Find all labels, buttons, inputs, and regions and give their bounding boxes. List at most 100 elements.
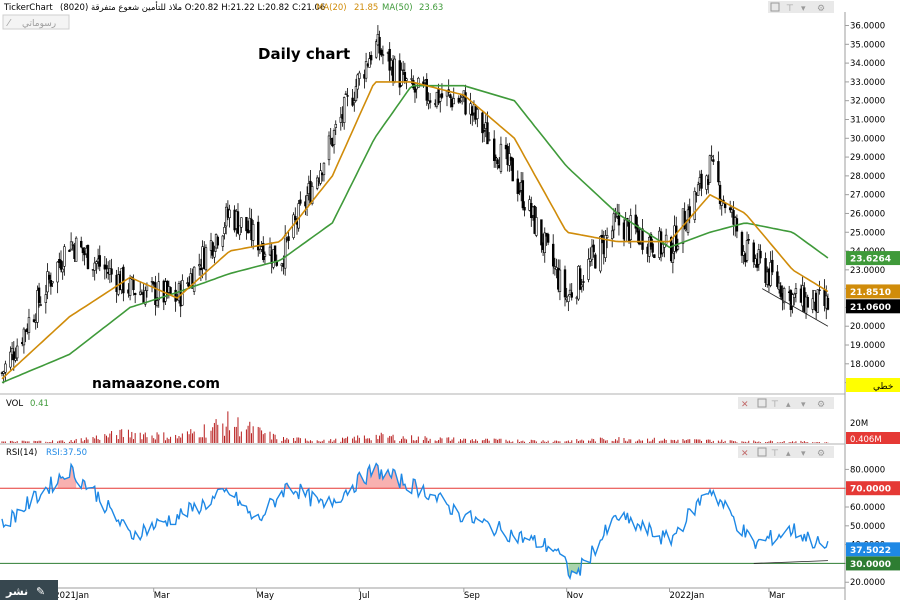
candle-body bbox=[634, 214, 637, 229]
candle-body bbox=[776, 271, 779, 287]
maximize-icon[interactable] bbox=[757, 447, 767, 457]
price-axis-tick-label: 19.0000 bbox=[850, 341, 885, 351]
candle-body bbox=[15, 345, 19, 359]
candle-body bbox=[144, 290, 147, 305]
pin-icon[interactable]: ⊤ bbox=[771, 449, 779, 459]
volume-value: 0.41 bbox=[30, 399, 49, 409]
move-down-icon[interactable]: ▾ bbox=[801, 400, 806, 410]
candle-body bbox=[44, 294, 48, 303]
maximize-icon[interactable] bbox=[757, 398, 767, 408]
candle-body bbox=[543, 232, 546, 253]
watermark-text: namaazone.com bbox=[92, 376, 220, 392]
move-down-icon[interactable]: ▾ bbox=[801, 4, 806, 14]
rsi-line bbox=[1, 462, 829, 581]
candle-body bbox=[310, 186, 314, 204]
candle-body bbox=[676, 245, 680, 250]
drawing-tool-selector[interactable]: ⁄ رسوماتي bbox=[2, 14, 70, 30]
x-axis-tick-label: Jul bbox=[358, 591, 369, 600]
candle-body bbox=[740, 232, 744, 256]
move-up-icon[interactable]: ▴ bbox=[786, 449, 791, 459]
candle-body bbox=[717, 161, 720, 183]
candle-body bbox=[617, 212, 621, 226]
candle-body bbox=[80, 240, 83, 248]
candle-body bbox=[696, 184, 700, 196]
line-tool-tag bbox=[846, 378, 900, 392]
candle-body bbox=[132, 278, 135, 291]
close-icon[interactable]: ✕ bbox=[741, 400, 749, 410]
candle-body bbox=[400, 70, 403, 86]
candle-body bbox=[712, 159, 715, 162]
settings-icon[interactable]: ⚙ bbox=[817, 449, 825, 459]
candle-body bbox=[811, 298, 814, 310]
rsi-axis-tick-label: 20.0000 bbox=[850, 578, 885, 588]
rsi-overbought-fill bbox=[57, 464, 77, 489]
rsi-tags: 70.0000 37.5022 30.0000 bbox=[846, 481, 900, 571]
price-axis-tick-label: 33.0000 bbox=[850, 78, 885, 88]
candle-body bbox=[128, 278, 132, 296]
candle-body bbox=[496, 159, 499, 165]
share-badge[interactable]: نشر ✎ bbox=[0, 580, 58, 600]
ma20-legend-label: MA(20) bbox=[316, 3, 347, 13]
candle-body bbox=[594, 254, 597, 269]
x-axis-tick-label: Nov bbox=[567, 591, 584, 600]
volume-panel: VOL 0.41 ✕ ⊤ ▴ ▾ ⚙ 20M 0.406M bbox=[0, 397, 900, 445]
candle-body bbox=[354, 86, 358, 101]
candle-body bbox=[742, 251, 745, 256]
candle-body bbox=[540, 219, 543, 246]
volume-axis-tick: 20M bbox=[850, 419, 868, 429]
restore-icon[interactable] bbox=[770, 2, 780, 12]
candle-body bbox=[546, 234, 550, 243]
candle-body bbox=[322, 162, 326, 176]
candle-body bbox=[95, 261, 98, 264]
candle-body bbox=[449, 94, 452, 98]
app-name: TickerChart bbox=[3, 3, 53, 13]
candle-body bbox=[826, 297, 830, 310]
candle-body bbox=[794, 288, 798, 294]
settings-icon[interactable]: ⚙ bbox=[817, 400, 825, 410]
move-up-icon[interactable]: ▴ bbox=[786, 400, 791, 410]
candle-body bbox=[401, 69, 405, 71]
candle-body bbox=[273, 245, 277, 263]
volume-label: VOL bbox=[6, 399, 23, 409]
move-down-icon[interactable]: ▾ bbox=[801, 449, 806, 459]
last-price-tag bbox=[846, 299, 900, 314]
candle-body bbox=[806, 296, 809, 308]
candle-body bbox=[439, 96, 442, 102]
candle-body bbox=[425, 78, 428, 101]
ma50-legend-value: 23.63 bbox=[419, 3, 443, 13]
candle-body bbox=[440, 93, 444, 98]
candle-body bbox=[605, 235, 609, 239]
candle-body bbox=[412, 80, 415, 89]
candle-body bbox=[641, 228, 644, 250]
candle-body bbox=[388, 48, 391, 71]
pin-icon[interactable]: ⊤ bbox=[771, 400, 779, 410]
candle-body bbox=[457, 97, 460, 103]
pin-icon[interactable]: ⊤ bbox=[786, 4, 794, 14]
candle-body bbox=[664, 234, 668, 245]
close-icon[interactable]: ✕ bbox=[741, 449, 749, 459]
rsi-axis-tick-label: 50.0000 bbox=[850, 522, 885, 532]
ma50-line bbox=[1, 84, 829, 384]
candle-body bbox=[769, 262, 772, 286]
candle-body bbox=[240, 217, 243, 228]
candle-body bbox=[327, 135, 331, 161]
candle-body bbox=[61, 268, 64, 273]
ma50-legend-label: MA(50) bbox=[382, 3, 413, 13]
candle-body bbox=[27, 317, 31, 333]
share-badge-label: نشر bbox=[5, 585, 28, 598]
volume-last-tag-text: 0.406M bbox=[850, 435, 882, 445]
candle-body bbox=[482, 130, 486, 132]
candle-body bbox=[319, 170, 322, 184]
rsi-current-tag-text: 37.5022 bbox=[850, 546, 891, 556]
price-axis-tick-label: 26.0000 bbox=[850, 209, 885, 219]
candle-body bbox=[511, 158, 514, 182]
candle-body bbox=[93, 262, 96, 271]
candle-body bbox=[299, 199, 302, 204]
rsi-trendline bbox=[753, 560, 828, 564]
candle-body bbox=[720, 201, 723, 206]
candle-body bbox=[238, 225, 241, 236]
candle-body bbox=[816, 289, 820, 313]
settings-icon[interactable]: ⚙ bbox=[817, 4, 825, 14]
candle-body bbox=[245, 216, 248, 232]
